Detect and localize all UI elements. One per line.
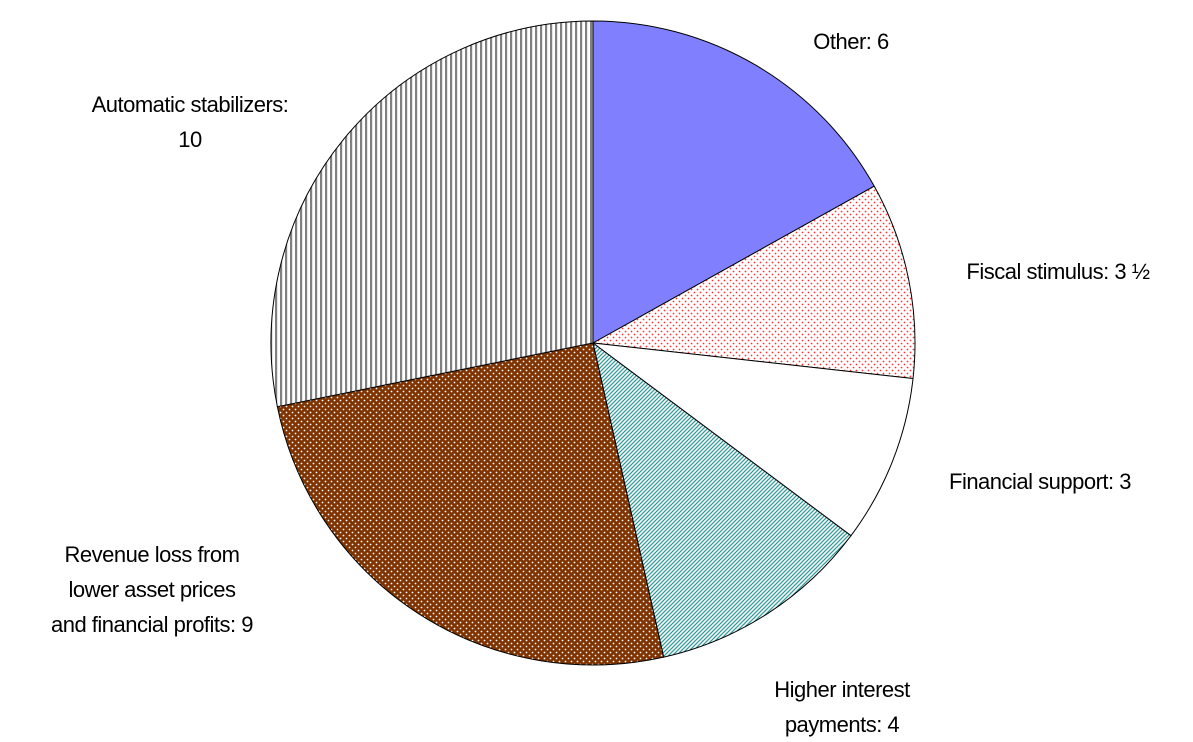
slice-label: Fiscal stimulus: 3 ½ <box>966 259 1150 284</box>
pie-slice <box>591 185 916 380</box>
pie-slice <box>592 341 852 658</box>
slice-label: Financial support: 3 <box>949 469 1132 494</box>
slice-label: Higher interest payments: 4 <box>774 677 910 737</box>
pie-slice <box>276 342 665 666</box>
slice-label: Automatic stabilizers: 10 <box>91 92 289 152</box>
pie-slice <box>270 20 594 408</box>
slice-label: Other: 6 <box>813 29 889 54</box>
pie-slice <box>592 20 875 344</box>
pie-slice <box>591 342 914 537</box>
slice-label: Revenue loss from lower asset prices and… <box>50 542 254 637</box>
